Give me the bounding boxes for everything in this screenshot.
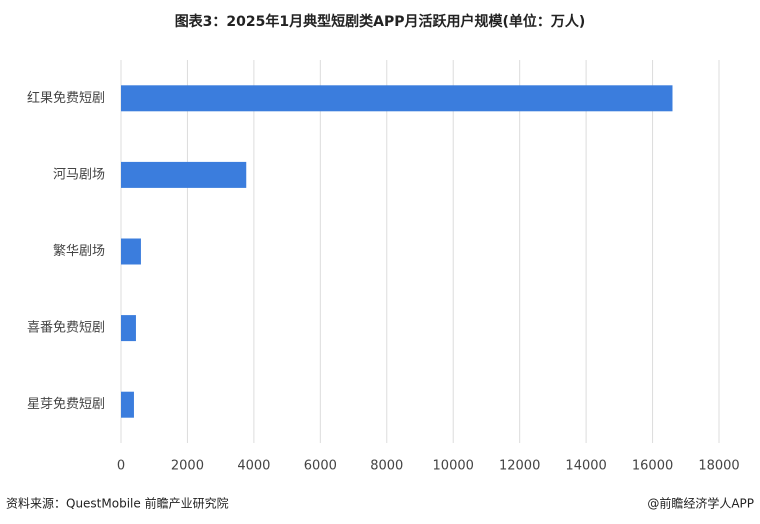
x-tick-label: 2000 xyxy=(171,459,204,474)
y-tick-label: 星芽免费短剧 xyxy=(27,397,105,412)
bar xyxy=(121,85,673,112)
x-tick-label: 0 xyxy=(117,459,125,474)
x-tick-label: 14000 xyxy=(565,459,606,474)
credit: @前瞻经济学人APP xyxy=(647,496,754,511)
bar xyxy=(121,315,136,342)
bar xyxy=(121,391,134,418)
x-tick-label: 18000 xyxy=(698,459,739,474)
source-note: 资料来源：QuestMobile 前瞻产业研究院 xyxy=(6,496,229,511)
y-tick-label: 河马剧场 xyxy=(53,167,105,182)
y-tick-label: 喜番免费短剧 xyxy=(27,321,105,336)
x-tick-label: 4000 xyxy=(237,459,270,474)
x-tick-label: 16000 xyxy=(632,459,673,474)
x-tick-label: 10000 xyxy=(433,459,474,474)
y-tick-label: 红果免费短剧 xyxy=(27,90,105,106)
x-tick-label: 12000 xyxy=(499,459,540,474)
bar xyxy=(121,161,247,188)
chart-title: 图表3：2025年1月典型短剧类APP月活跃用户规模(单位：万人) xyxy=(175,13,586,30)
y-tick-label: 繁华剧场 xyxy=(53,243,105,259)
x-tick-label: 8000 xyxy=(370,459,403,474)
x-tick-label: 6000 xyxy=(304,459,337,474)
bar xyxy=(121,238,141,265)
